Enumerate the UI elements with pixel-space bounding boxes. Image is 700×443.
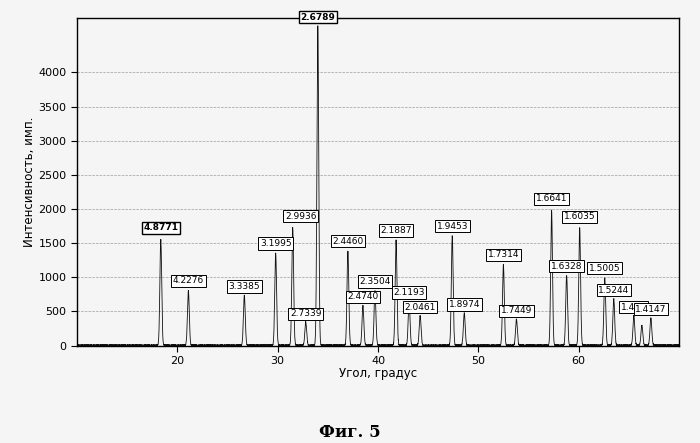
Text: 3.1995: 3.1995 xyxy=(260,239,291,248)
Text: 1.7449: 1.7449 xyxy=(500,306,532,315)
Text: 1.6035: 1.6035 xyxy=(564,212,596,221)
X-axis label: Угол, градус: Угол, градус xyxy=(339,367,417,381)
Text: 1.6641: 1.6641 xyxy=(536,194,567,203)
Text: 2.0461: 2.0461 xyxy=(405,303,436,312)
Text: 2.6789: 2.6789 xyxy=(300,13,335,22)
Text: 2.1887: 2.1887 xyxy=(380,226,412,235)
Text: 1.8974: 1.8974 xyxy=(449,300,480,309)
Text: 2.3504: 2.3504 xyxy=(359,277,391,286)
Text: 2.4740: 2.4740 xyxy=(347,292,379,301)
Text: 3.3385: 3.3385 xyxy=(228,282,260,291)
Text: 1.477: 1.477 xyxy=(621,303,647,312)
Text: 4.2276: 4.2276 xyxy=(173,276,204,285)
Text: 2.7339: 2.7339 xyxy=(290,309,321,318)
Text: 1.5005: 1.5005 xyxy=(589,264,621,273)
Text: 2.9936: 2.9936 xyxy=(285,212,316,221)
Y-axis label: Интенсивность, имп.: Интенсивность, имп. xyxy=(22,117,36,247)
Text: 4.8771: 4.8771 xyxy=(144,223,178,232)
Text: 1.5244: 1.5244 xyxy=(598,286,629,295)
Text: 2.1193: 2.1193 xyxy=(393,288,425,297)
Text: 1.6328: 1.6328 xyxy=(551,262,582,271)
Text: 1.9453: 1.9453 xyxy=(437,222,468,231)
Text: 1.4147: 1.4147 xyxy=(635,305,666,314)
Text: Фиг. 5: Фиг. 5 xyxy=(319,424,381,441)
Text: 1.7314: 1.7314 xyxy=(488,250,519,260)
Text: 2.4460: 2.4460 xyxy=(332,237,363,246)
